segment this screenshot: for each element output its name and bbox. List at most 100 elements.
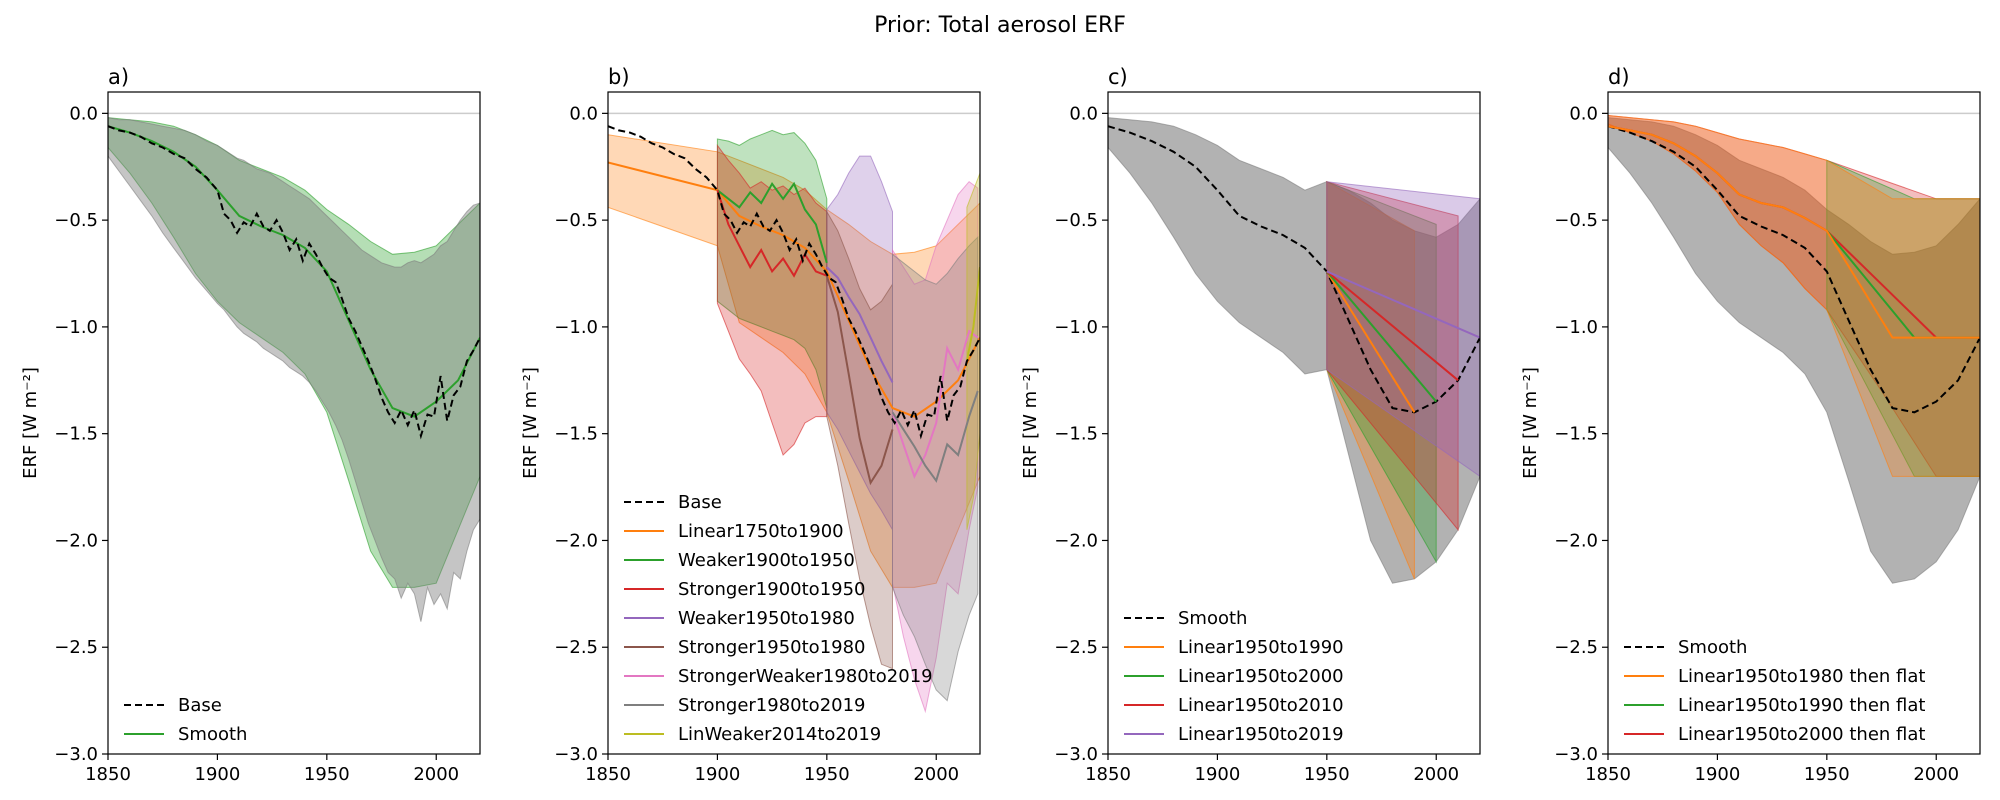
- y-axis-label: ERF [W m⁻²]: [1520, 367, 1541, 479]
- y-axis-label: ERF [W m⁻²]: [1020, 367, 1041, 479]
- figure-title: Prior: Total aerosol ERF: [874, 13, 1126, 38]
- axes-frame: [1107, 91, 1481, 755]
- y-tick-label: −2.0: [54, 530, 98, 551]
- band-base: [108, 117, 480, 622]
- x-tick-label: 2000: [1913, 764, 1959, 785]
- x-tick-label: 2000: [1413, 764, 1459, 785]
- y-tick-label: −1.5: [1054, 424, 1098, 445]
- line-smooth: [1108, 125, 1480, 414]
- band-linear1950to2019: [1326, 181, 1480, 478]
- panel-label: a): [108, 65, 129, 89]
- legend-label: StrongerWeaker1980to2019: [678, 666, 933, 687]
- plot-area: [1108, 117, 1480, 584]
- legend-label: Weaker1900to1950: [678, 550, 855, 571]
- legend-label: Linear1950to2000 then flat: [1678, 724, 1925, 745]
- legend-label: Base: [678, 492, 722, 513]
- panel-b: 1850 1900 1950 2000 0.0 −0.5 −1.0 −1.5 −2.0 −2.5 −…: [520, 65, 981, 785]
- x-tick-label: 1850: [1585, 764, 1631, 785]
- x-tick-label: 1950: [304, 764, 350, 785]
- line-stronger1980to2019: [891, 390, 979, 483]
- panel-d: 1850 1900 1950 2000 0.0 −0.5 −1.0 −1.5 −2.0 −2.5 −…: [1520, 65, 1981, 785]
- legend-label: Weaker1950to1980: [678, 608, 855, 629]
- y-tick-label: −0.5: [54, 210, 98, 231]
- legend-label: LinWeaker2014to2019: [678, 724, 881, 745]
- line-linear1950to2000: [1326, 270, 1437, 403]
- y-tick-label: −0.5: [1054, 210, 1098, 231]
- plot-area: [608, 125, 980, 714]
- line-base: [608, 125, 980, 440]
- x-tick-label: 1850: [85, 764, 131, 785]
- x-tick-label: 1950: [1804, 764, 1850, 785]
- x-tick-label: 2000: [913, 764, 959, 785]
- line-base: [108, 125, 480, 440]
- panel-label: b): [608, 65, 630, 89]
- x-tick-label: 1900: [695, 764, 741, 785]
- legend-label: Linear1950to1990 then flat: [1678, 695, 1925, 716]
- line-weaker1900to1950: [716, 181, 828, 264]
- y-tick-label: −2.5: [554, 637, 598, 658]
- y-tick-label: −2.5: [1054, 637, 1098, 658]
- line-linear1950to1990: [1325, 270, 1416, 413]
- plot-area: [1608, 114, 1980, 584]
- y-tick-label: −1.0: [1554, 317, 1598, 338]
- y-tick-label: −1.5: [54, 424, 98, 445]
- y-tick-label: −0.5: [1554, 210, 1598, 231]
- x-tick-label: 1850: [1085, 764, 1131, 785]
- x-tick-label: 1950: [1304, 764, 1350, 785]
- y-tick-label: −1.0: [1054, 317, 1098, 338]
- line-linear1950to2010: [1326, 270, 1459, 382]
- axes-frame: [107, 91, 481, 755]
- band-smooth: [1608, 117, 1980, 584]
- band-linear1950to1980-then-flat: [1608, 114, 1980, 477]
- line-linear1750to1900: [608, 161, 980, 418]
- x-tick-label: 1950: [804, 764, 850, 785]
- legend-label: Smooth: [178, 724, 247, 745]
- line-weaker1950to1980: [826, 266, 894, 383]
- plot-area: [108, 117, 480, 622]
- y-tick-label: −1.0: [54, 317, 98, 338]
- band-stronger1980to2019: [892, 236, 979, 702]
- band-linear1750to1900: [608, 134, 980, 588]
- y-tick-label: −2.0: [1054, 530, 1098, 551]
- y-tick-label: −1.5: [554, 424, 598, 445]
- legend-label: Linear1950to1990: [1178, 637, 1344, 658]
- x-tick-label: 2000: [413, 764, 459, 785]
- y-tick-label: −2.5: [1554, 637, 1598, 658]
- panel-a: 1850 1900 1950 2000 0.0 −0.5 −1.0 −1.5 −2.0 −2.5 −…: [20, 65, 481, 785]
- line-linweaker2014to2019: [965, 266, 980, 362]
- y-tick-label: −1.0: [554, 317, 598, 338]
- line-smooth: [1608, 125, 1980, 414]
- y-tick-label: −3.0: [554, 744, 598, 765]
- y-tick-label: −2.5: [54, 637, 98, 658]
- panel-label: c): [1108, 65, 1128, 89]
- legend-label: Linear1950to1980 then flat: [1678, 666, 1925, 687]
- y-tick-label: 0.0: [1069, 103, 1098, 124]
- legend-label: Smooth: [1678, 637, 1747, 658]
- axes-frame: [607, 91, 981, 755]
- legend-label: Stronger1900to1950: [678, 579, 866, 600]
- y-tick-label: −2.0: [554, 530, 598, 551]
- y-tick-label: 0.0: [569, 103, 598, 124]
- panel-label: d): [1608, 65, 1630, 89]
- x-tick-label: 1900: [1695, 764, 1741, 785]
- legend-label: Linear1750to1900: [678, 521, 844, 542]
- y-axis-label: ERF [W m⁻²]: [20, 367, 41, 479]
- line-strongerweaker1980to2019: [891, 329, 979, 479]
- legend-label: Stronger1980to2019: [678, 695, 866, 716]
- legend-label: Linear1950to2000: [1178, 666, 1344, 687]
- x-tick-label: 1850: [585, 764, 631, 785]
- y-axis-label: ERF [W m⁻²]: [520, 367, 541, 479]
- x-tick-label: 1900: [195, 764, 241, 785]
- y-tick-label: −1.5: [1554, 424, 1598, 445]
- y-tick-label: 0.0: [1569, 103, 1598, 124]
- band-smooth: [1108, 117, 1480, 584]
- y-tick-label: −3.0: [54, 744, 98, 765]
- legend-label: Base: [178, 695, 222, 716]
- y-tick-label: −3.0: [1554, 744, 1598, 765]
- line-linear1950to2019: [1326, 270, 1480, 339]
- legend-label: Linear1950to2010: [1178, 695, 1344, 716]
- axes-frame: [1607, 91, 1981, 755]
- legend-label: Stronger1950to1980: [678, 637, 866, 658]
- legend-label: Linear1950to2019: [1178, 724, 1344, 745]
